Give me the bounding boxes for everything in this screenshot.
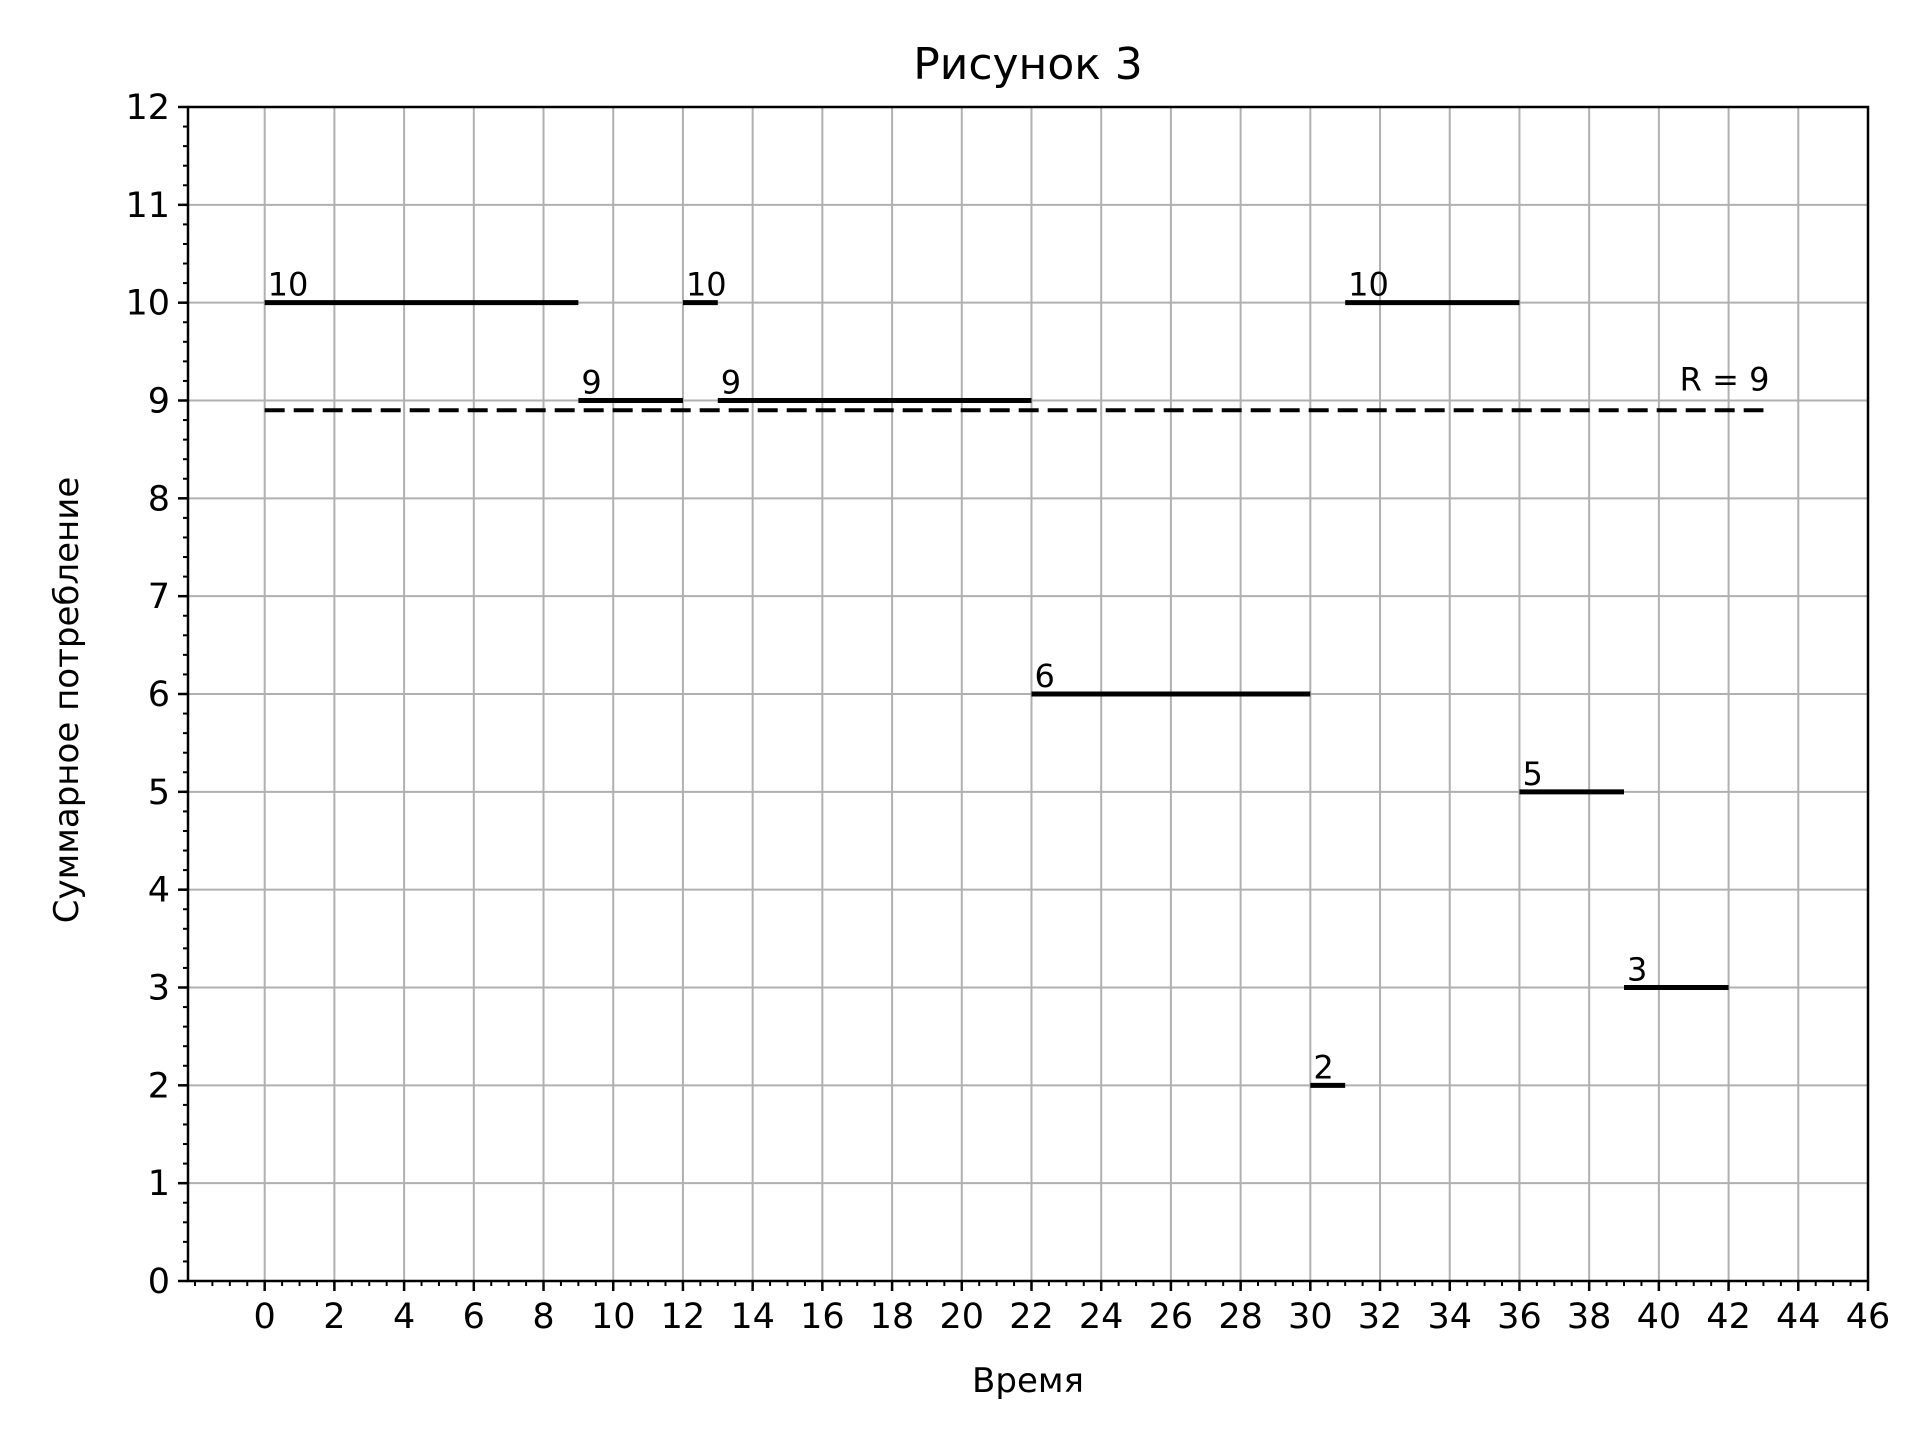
x-tick-label: 10 [591,1297,636,1337]
x-axis-label: Время [972,1361,1084,1401]
y-tick-label: 9 [148,382,170,422]
x-tick-label: 26 [1149,1297,1194,1337]
y-tick-label: 4 [148,871,170,911]
x-tick-label: 18 [870,1297,915,1337]
x-tick-label: 46 [1846,1297,1891,1337]
x-tick-label: 0 [254,1297,276,1337]
x-tick-label: 20 [940,1297,985,1337]
capacity-limit-label: R = 9 [1680,360,1770,398]
y-tick-label: 8 [148,479,170,519]
x-tick-label: 8 [532,1297,554,1337]
y-tick-label: 12 [125,88,170,128]
y-axis-label: Суммарное потребление [47,477,87,924]
y-tick-label: 1 [148,1164,170,1204]
x-tick-label: 38 [1567,1297,1612,1337]
x-tick-label: 2 [323,1297,345,1337]
x-tick-label: 30 [1288,1297,1333,1337]
grid [188,106,1869,1282]
load-segment-label: 10 [268,266,309,304]
plot-frame [186,105,1870,1283]
y-tick-label: 2 [148,1066,170,1106]
x-tick-label: 16 [800,1297,845,1337]
x-tick-label: 24 [1079,1297,1124,1337]
x-tick-label: 12 [661,1297,706,1337]
y-tick-label: 10 [125,284,170,324]
load-segment-label: 10 [1348,266,1389,304]
x-axis-ticks: 0 2 4 6 8 10 12 14 16 18 20 22 24 26 28 30 32 34 36 38 40 42 4… [193,1281,1891,1337]
x-tick-label: 32 [1358,1297,1403,1337]
y-tick-label: 5 [148,773,170,813]
y-tick-label: 3 [148,969,170,1009]
y-tick-label: 11 [125,186,170,226]
load-segment-label: 3 [1627,951,1647,989]
x-tick-label: 14 [730,1297,775,1337]
y-tick-label: 0 [148,1262,170,1302]
chart-title: Рисунок 3 [913,39,1143,90]
x-tick-label: 28 [1218,1297,1263,1337]
x-tick-label: 22 [1009,1297,1054,1337]
load-segment-label: 2 [1313,1048,1333,1086]
load-segment-label: 5 [1522,755,1542,793]
load-segment-label: 6 [1034,657,1054,695]
x-tick-label: 44 [1776,1297,1821,1337]
x-tick-label: 42 [1706,1297,1751,1337]
x-tick-label: 36 [1497,1297,1542,1337]
x-tick-label: 40 [1637,1297,1682,1337]
x-tick-label: 34 [1427,1297,1472,1337]
load-segment-label: 9 [721,364,741,402]
x-tick-label: 6 [463,1297,485,1337]
y-tick-label: 6 [148,675,170,715]
x-tick-label: 4 [393,1297,415,1337]
load-segment-label: 10 [686,266,727,304]
capacity-limit: R = 9 [264,360,1770,413]
y-tick-label: 7 [148,577,170,617]
load-segment-label: 9 [581,364,601,402]
load-segments: 10 9 10 9 6 2 10 5 3 [264,266,1729,1088]
